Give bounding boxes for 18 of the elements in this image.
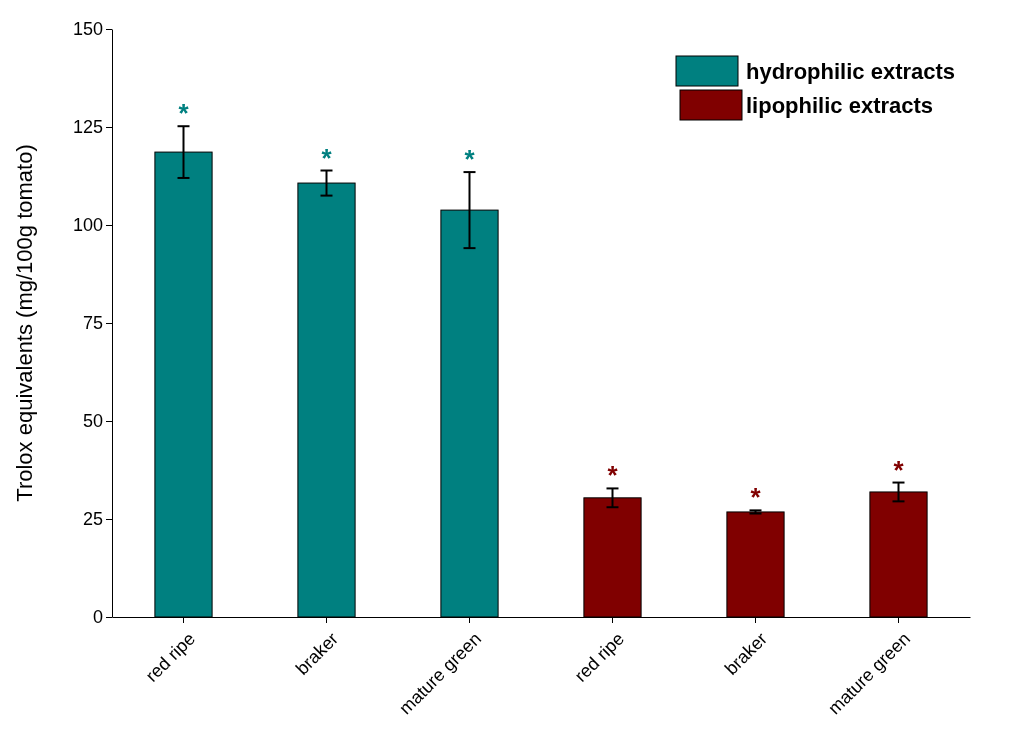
y-tick-label: 125 — [72, 117, 103, 138]
x-tick-label: red ripe — [141, 628, 200, 686]
legend-label: hydrophilic extracts — [746, 59, 956, 84]
annotation: * — [893, 454, 905, 485]
annotation: * — [464, 144, 476, 175]
y-tick-label: 0 — [92, 607, 103, 628]
annotation: * — [750, 482, 762, 513]
y-tick-label: 50 — [82, 411, 103, 432]
annotation: * — [178, 98, 190, 129]
y-tick-label: 100 — [72, 215, 103, 236]
y-tick-label: 75 — [82, 313, 103, 334]
y-tick-label: 150 — [72, 19, 103, 40]
y-axis-title: Trolox equivalents (mg/100g tomato) — [12, 144, 37, 502]
annotation: * — [321, 142, 333, 173]
annotation: * — [607, 460, 619, 491]
x-tick-label: red ripe — [570, 628, 629, 686]
legend-label: lipophilic extracts — [746, 93, 934, 118]
y-tick-label: 25 — [82, 509, 103, 530]
